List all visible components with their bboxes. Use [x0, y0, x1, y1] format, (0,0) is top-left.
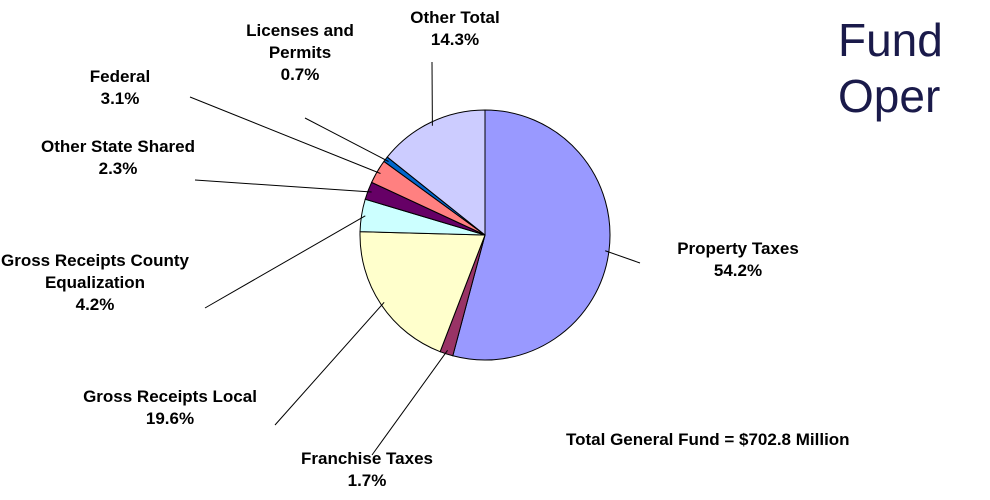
- value-label: 3.1%: [100, 89, 140, 108]
- slice-label: Federal 3.1%: [60, 66, 180, 110]
- value-label: 2.3%: [98, 159, 138, 178]
- leader-line: [605, 250, 641, 264]
- pie-slice: [359, 231, 486, 353]
- category-name: Property Taxes: [677, 239, 799, 258]
- slice-label: Gross Receipts Local 19.6%: [70, 386, 270, 430]
- slice-label: Other Total 14.3%: [385, 7, 525, 51]
- leader-line: [371, 350, 448, 456]
- leader-line: [204, 215, 366, 309]
- annotation: Total General Fund = $702.8 Million: [566, 430, 850, 449]
- category-name: Other State Shared: [41, 137, 195, 156]
- leader-line: [189, 96, 381, 174]
- category-name: Licenses and Permits: [246, 21, 354, 62]
- category-name: Federal: [89, 67, 151, 86]
- leader-line: [304, 117, 389, 162]
- value-label: 14.3%: [430, 30, 480, 49]
- slice-label: Gross Receipts County Equalization 4.2%: [0, 250, 195, 316]
- leader-line: [274, 301, 385, 426]
- category-name: Franchise Taxes: [301, 449, 433, 468]
- leader-line: [194, 179, 372, 193]
- category-name: Gross Receipts Local: [83, 387, 257, 406]
- category-name: Gross Receipts County Equalization: [1, 251, 189, 292]
- category-name: Other Total: [410, 8, 500, 27]
- slice-label: Other State Shared 2.3%: [38, 136, 198, 180]
- slice-label: Franchise Taxes 1.7%: [267, 448, 467, 492]
- value-label: 1.7%: [347, 471, 387, 490]
- value-label: 4.2%: [75, 295, 115, 314]
- pie-slice: [452, 109, 611, 361]
- slice-label: Property Taxes 54.2%: [638, 238, 838, 282]
- value-label: 0.7%: [280, 65, 320, 84]
- pie-slice: [386, 109, 486, 237]
- chart-title: Fund Oper: [838, 14, 943, 122]
- value-label: 54.2%: [713, 261, 763, 280]
- slice-label: Licenses and Permits 0.7%: [230, 20, 370, 86]
- value-label: 19.6%: [145, 409, 195, 428]
